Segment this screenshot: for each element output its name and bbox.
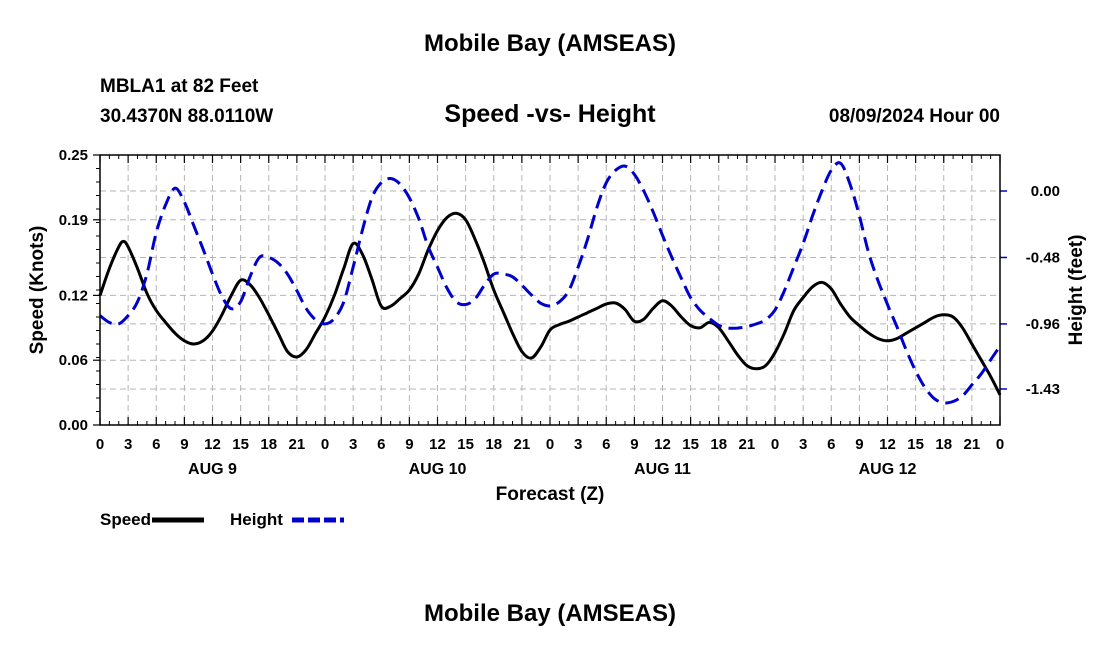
x-tick-label: 9: [855, 436, 863, 453]
x-tick-label: 6: [827, 436, 835, 453]
x-tick-label: 12: [429, 436, 446, 453]
legend-label-speed: Speed: [100, 510, 151, 529]
y-left-tick-label: 0.19: [59, 212, 88, 229]
x-tick-label: 18: [485, 436, 502, 453]
plot-frame: [99, 154, 1001, 426]
station-coordinates: 30.4370N 88.0110W: [100, 106, 274, 127]
x-tick-label: 21: [514, 436, 531, 453]
y-left-tick-label: 0.12: [59, 287, 88, 304]
x-tick-label: 6: [152, 436, 160, 453]
x-tick-label: 18: [935, 436, 952, 453]
x-tick-label: 15: [907, 436, 924, 453]
x-tick-label: 9: [405, 436, 413, 453]
footer-title: Mobile Bay (AMSEAS): [423, 600, 677, 627]
day-label: AUG 10: [409, 461, 467, 478]
station-label: MBLA1 at 82 Feet: [100, 76, 259, 97]
series-line-height: [99, 161, 1002, 405]
y-right-tick-label: -1.43: [1026, 381, 1060, 398]
y-right-tick-label: -0.48: [1026, 249, 1060, 266]
x-tick-label: 12: [654, 436, 671, 453]
x-tick-label: 9: [630, 436, 638, 453]
y-right-tick-label: 0.00: [1031, 183, 1060, 200]
forecast-datetime: 08/09/2024 Hour 00: [828, 106, 1000, 127]
chart-subtitle: Speed -vs- Height: [444, 100, 656, 128]
x-tick-label: 12: [204, 436, 221, 453]
y-left-axis-title: Speed (Knots): [27, 226, 48, 355]
x-tick-label: 21: [289, 436, 306, 453]
x-tick-label: 21: [964, 436, 981, 453]
x-tick-label: 15: [232, 436, 249, 453]
x-tick-label: 3: [124, 436, 132, 453]
x-tick-label: 0: [321, 436, 329, 453]
chart-title: Mobile Bay (AMSEAS): [423, 30, 677, 57]
x-tick-label: 21: [739, 436, 756, 453]
y-right-tick-label: -0.96: [1026, 316, 1060, 333]
day-label: AUG 11: [634, 461, 691, 478]
x-tick-label: 6: [377, 436, 385, 453]
legend: Speed Height: [100, 510, 344, 529]
x-axis-labels: 0 3 6 9 12 15 18 21 0 3 6 9 12 15 18 21 0 3 6 9 12 15 18 21 0 3 6 9…: [96, 436, 1004, 478]
y-left-axis-labels: 0.00 0.06 0.12 0.19 0.25: [59, 147, 88, 434]
day-label: AUG 9: [188, 461, 237, 478]
x-tick-label: 12: [879, 436, 896, 453]
x-tick-label: 18: [260, 436, 277, 453]
day-label: AUG 12: [859, 461, 917, 478]
speed-height-chart: 0 3 6 9 12 15 18 21 0 3 6 9 12 15 18 21 0 3 6 9 12 15 18 21 0 3 6 9…: [27, 147, 1087, 529]
x-tick-label: 3: [574, 436, 582, 453]
y-right-axis-labels: 0.00 -0.48 -0.96 -1.43: [1026, 183, 1060, 398]
x-tick-label: 15: [457, 436, 474, 453]
legend-label-height: Height: [230, 510, 283, 529]
series-layer: [98, 161, 1002, 405]
series-line-speed: [98, 211, 1002, 396]
x-tick-label: 3: [349, 436, 357, 453]
x-tick-label: 18: [710, 436, 727, 453]
x-tick-label: 9: [180, 436, 188, 453]
x-tick-label: 0: [771, 436, 779, 453]
x-tick-label: 6: [602, 436, 610, 453]
x-tick-label: 15: [682, 436, 699, 453]
x-axis-title: Forecast (Z): [496, 484, 605, 505]
x-tick-label: 0: [996, 436, 1004, 453]
y-left-tick-label: 0.25: [59, 147, 88, 164]
x-tick-label: 0: [546, 436, 554, 453]
x-tick-label: 0: [96, 436, 104, 453]
y-left-tick-label: 0.06: [59, 352, 88, 369]
y-right-axis-title: Height (feet): [1066, 235, 1087, 346]
x-tick-label: 3: [799, 436, 807, 453]
y-left-tick-label: 0.00: [59, 417, 88, 434]
